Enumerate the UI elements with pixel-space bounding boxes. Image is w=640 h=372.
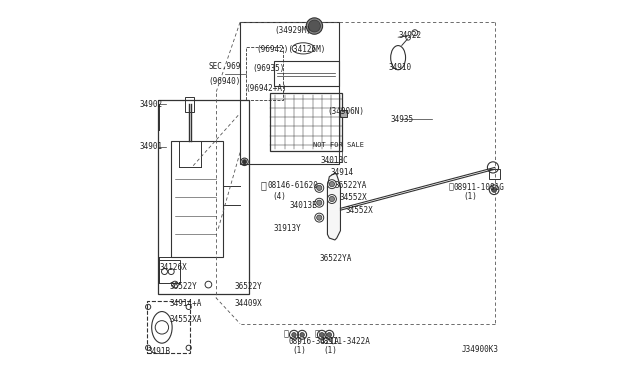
Text: 34552X: 34552X bbox=[346, 206, 373, 215]
Text: 34914+A: 34914+A bbox=[170, 299, 202, 308]
Text: 08916-3421A: 08916-3421A bbox=[289, 337, 339, 346]
Text: (34929M): (34929M) bbox=[275, 26, 312, 35]
Text: 36522YA: 36522YA bbox=[334, 181, 367, 190]
Text: 08146-61620: 08146-61620 bbox=[267, 181, 318, 190]
Text: (1): (1) bbox=[324, 346, 337, 355]
Text: Ⓝ: Ⓝ bbox=[314, 330, 319, 339]
Bar bbox=[246, 46, 283, 100]
Bar bbox=[273, 61, 339, 86]
Circle shape bbox=[492, 187, 497, 192]
Text: (4): (4) bbox=[273, 192, 286, 201]
Text: 36522YA: 36522YA bbox=[320, 254, 353, 263]
Text: 36522Y: 36522Y bbox=[234, 282, 262, 291]
Bar bbox=[186, 97, 195, 112]
Text: (1): (1) bbox=[293, 346, 307, 355]
Polygon shape bbox=[328, 173, 340, 240]
Text: (96942+A): (96942+A) bbox=[246, 84, 287, 93]
Text: Ⓑ: Ⓑ bbox=[260, 180, 266, 190]
Circle shape bbox=[300, 333, 305, 337]
Circle shape bbox=[243, 160, 246, 164]
Text: (34906N): (34906N) bbox=[328, 107, 364, 116]
Bar bbox=[147, 301, 190, 353]
Bar bbox=[270, 93, 342, 151]
Circle shape bbox=[319, 333, 324, 337]
Text: 34409X: 34409X bbox=[234, 299, 262, 308]
Text: 34935: 34935 bbox=[390, 115, 414, 124]
Text: J34900K3: J34900K3 bbox=[461, 345, 499, 354]
Circle shape bbox=[330, 182, 335, 187]
Bar bbox=[158, 100, 250, 294]
Text: Ⓜ: Ⓜ bbox=[284, 330, 288, 339]
Bar bbox=[240, 22, 339, 164]
Circle shape bbox=[330, 196, 335, 202]
Text: (96942)(34126M): (96942)(34126M) bbox=[256, 45, 325, 54]
Circle shape bbox=[317, 215, 322, 220]
Text: (1): (1) bbox=[463, 192, 477, 201]
Text: (96940): (96940) bbox=[209, 77, 241, 86]
Text: 31913Y: 31913Y bbox=[273, 224, 301, 233]
Text: 34552X: 34552X bbox=[339, 193, 367, 202]
Text: 34902: 34902 bbox=[140, 100, 163, 109]
Text: 34013E: 34013E bbox=[289, 201, 317, 210]
Text: 34922: 34922 bbox=[398, 31, 421, 40]
Circle shape bbox=[292, 333, 296, 337]
Text: SEC.969: SEC.969 bbox=[209, 62, 241, 71]
Bar bbox=[159, 260, 180, 283]
Text: NOT FOR SALE: NOT FOR SALE bbox=[312, 142, 364, 148]
Text: 08911-3422A: 08911-3422A bbox=[319, 337, 370, 346]
Text: 3491B: 3491B bbox=[147, 347, 170, 356]
Text: 34901: 34901 bbox=[140, 142, 163, 151]
Text: 34126X: 34126X bbox=[159, 263, 187, 272]
Text: 34552XA: 34552XA bbox=[170, 315, 202, 324]
Text: (96935): (96935) bbox=[252, 64, 285, 73]
Circle shape bbox=[308, 20, 321, 32]
Text: Ⓝ: Ⓝ bbox=[449, 183, 454, 192]
Circle shape bbox=[306, 18, 323, 34]
Text: 34910: 34910 bbox=[389, 63, 412, 72]
Circle shape bbox=[327, 333, 332, 337]
Text: 34914: 34914 bbox=[330, 169, 353, 177]
Bar bbox=[340, 110, 347, 117]
Circle shape bbox=[317, 185, 322, 190]
Bar bbox=[172, 141, 223, 257]
Text: 34013C: 34013C bbox=[321, 156, 349, 165]
Circle shape bbox=[317, 200, 322, 205]
Text: 08911-1081G: 08911-1081G bbox=[454, 183, 505, 192]
Bar bbox=[489, 169, 500, 179]
Text: 36522Y: 36522Y bbox=[170, 282, 197, 291]
